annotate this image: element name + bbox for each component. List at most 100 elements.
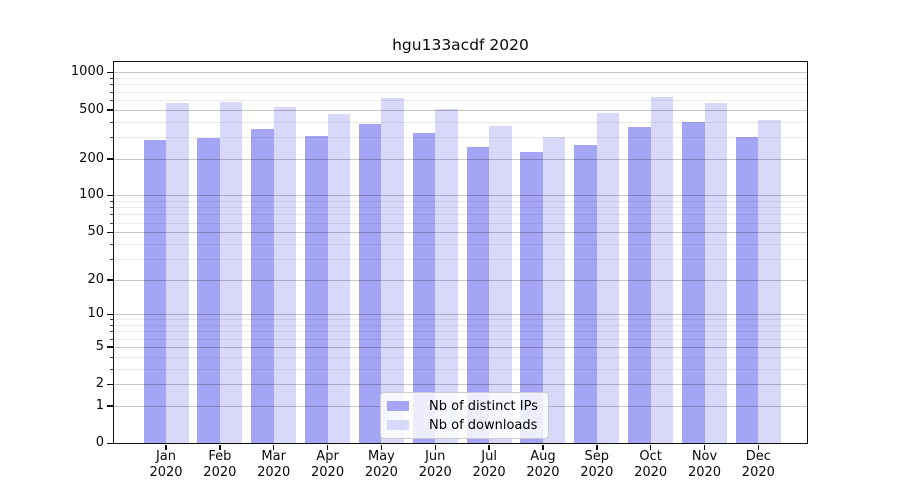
bar-distinct-ips-feb	[197, 137, 220, 443]
x-tick-mark-jul	[488, 445, 490, 450]
bar-downloads-sep	[596, 113, 620, 443]
y-minor-tick-mark-9	[109, 319, 113, 321]
x-tick-mark-dec	[757, 445, 760, 450]
chart-title: hgu133acdf 2020	[392, 36, 529, 54]
legend: Nb of distinct IPs Nb of downloads	[380, 392, 549, 439]
y-minor-tick-mark-70	[109, 214, 113, 216]
x-tick-label-jun: Jun 2020	[418, 449, 452, 480]
y-tick-mark-50	[107, 231, 113, 234]
y-minor-tick-mark-900	[109, 78, 113, 80]
bar-downloads-jan	[166, 102, 189, 443]
legend-swatch-downloads	[387, 420, 409, 430]
x-tick-mark-jan	[165, 445, 167, 450]
x-tick-label-feb: Feb 2020	[203, 449, 237, 480]
x-tick-mark-apr	[326, 445, 329, 450]
y-tick-mark-1	[107, 405, 113, 407]
y-tick-label-5: 5	[95, 338, 104, 354]
x-tick-label-apr: Apr 2020	[311, 449, 345, 480]
y-tick-label-0: 0	[95, 435, 104, 450]
y-tick-label-500: 500	[79, 101, 104, 117]
y-minor-tick-mark-8	[109, 325, 113, 327]
x-tick-label-aug: Aug 2020	[526, 449, 560, 480]
bar-downloads-mar	[273, 106, 297, 443]
bar-downloads-dec	[758, 119, 781, 443]
y-tick-mark-100	[107, 194, 113, 197]
legend-label-distinct-ips: Nb of distinct IPs	[429, 398, 538, 414]
bar-downloads-aug	[542, 137, 566, 443]
bar-distinct-ips-nov	[682, 121, 705, 443]
x-tick-mark-oct	[649, 445, 652, 450]
x-tick-label-may: May 2020	[364, 449, 398, 480]
bar-downloads-oct	[650, 96, 674, 443]
y-tick-mark-0	[107, 442, 113, 444]
y-minor-tick-mark-600	[109, 99, 113, 101]
y-minor-tick-mark-40	[109, 243, 113, 245]
y-minor-tick-mark-90	[109, 201, 113, 203]
y-minor-tick-mark-80	[109, 207, 113, 209]
legend-label-downloads: Nb of downloads	[429, 417, 538, 433]
y-tick-mark-1000	[107, 71, 113, 74]
bar-distinct-ips-aug	[520, 151, 543, 443]
y-tick-mark-5	[107, 346, 113, 348]
y-minor-tick-mark-7	[109, 331, 113, 333]
y-minor-tick-mark-300	[109, 136, 113, 138]
plot-area: Nb of distinct IPs Nb of downloads	[113, 61, 808, 444]
bar-distinct-ips-oct	[628, 127, 651, 443]
y-tick-label-50: 50	[87, 224, 104, 240]
x-tick-label-sep: Sep 2020	[580, 449, 614, 480]
legend-swatch-distinct-ips	[387, 401, 409, 411]
bar-distinct-ips-may	[358, 123, 382, 443]
y-minor-tick-mark-6	[109, 338, 113, 340]
bar-distinct-ips-jun	[412, 133, 436, 443]
x-tick-label-dec: Dec 2020	[741, 449, 775, 480]
bar-distinct-ips-mar	[251, 129, 274, 443]
bar-downloads-jul	[489, 125, 512, 443]
y-tick-mark-500	[107, 109, 113, 111]
y-minor-tick-mark-400	[109, 121, 113, 123]
legend-item-downloads: Nb of downloads	[387, 417, 538, 433]
bar-distinct-ips-jul	[466, 146, 490, 443]
x-tick-label-jan: Jan 2020	[149, 449, 183, 480]
y-axis: 0 1 2 5 10 20 50 100 200 500 1000	[0, 62, 113, 450]
y-tick-label-1: 1	[95, 397, 104, 413]
x-tick-mark-mar	[272, 445, 275, 450]
x-tick-mark-may	[380, 445, 383, 450]
legend-item-distinct-ips: Nb of distinct IPs	[387, 398, 538, 414]
x-tick-label-mar: Mar 2020	[257, 449, 291, 480]
x-tick-mark-nov	[703, 445, 706, 450]
y-tick-label-2: 2	[95, 376, 104, 392]
bar-distinct-ips-apr	[305, 136, 328, 443]
bars-layer	[114, 62, 807, 443]
y-tick-label-10: 10	[87, 306, 104, 322]
y-tick-mark-200	[107, 158, 113, 160]
x-tick-mark-aug	[542, 445, 544, 450]
y-tick-mark-2	[107, 383, 113, 386]
bar-distinct-ips-jan	[143, 139, 166, 443]
x-axis: Jan 2020 Feb 2020 Mar 2020 Apr 2020 May 2020…	[114, 445, 809, 495]
bar-downloads-apr	[327, 114, 351, 443]
y-minor-tick-mark-4	[109, 356, 113, 358]
bar-distinct-ips-sep	[574, 144, 597, 443]
x-tick-label-oct: Oct 2020	[634, 449, 668, 480]
y-tick-mark-20	[107, 279, 113, 281]
bar-downloads-may	[381, 98, 404, 443]
y-tick-mark-10	[107, 313, 113, 316]
x-tick-label-jul: Jul 2020	[472, 449, 506, 480]
y-minor-tick-mark-30	[109, 258, 113, 260]
bar-distinct-ips-dec	[735, 136, 759, 443]
y-minor-tick-mark-3	[109, 368, 113, 370]
y-minor-tick-mark-60	[109, 222, 113, 224]
x-tick-label-nov: Nov 2020	[687, 449, 722, 480]
x-tick-mark-sep	[596, 445, 598, 450]
x-tick-mark-feb	[219, 445, 221, 450]
y-tick-label-1000: 1000	[70, 64, 104, 80]
y-minor-tick-mark-800	[109, 84, 113, 86]
y-tick-label-200: 200	[79, 150, 104, 166]
bar-downloads-nov	[704, 102, 727, 443]
y-minor-tick-mark-700	[109, 91, 113, 93]
y-tick-label-100: 100	[79, 187, 104, 203]
x-tick-mark-jun	[434, 445, 436, 450]
bar-downloads-jun	[435, 109, 458, 443]
y-tick-label-20: 20	[87, 271, 104, 287]
